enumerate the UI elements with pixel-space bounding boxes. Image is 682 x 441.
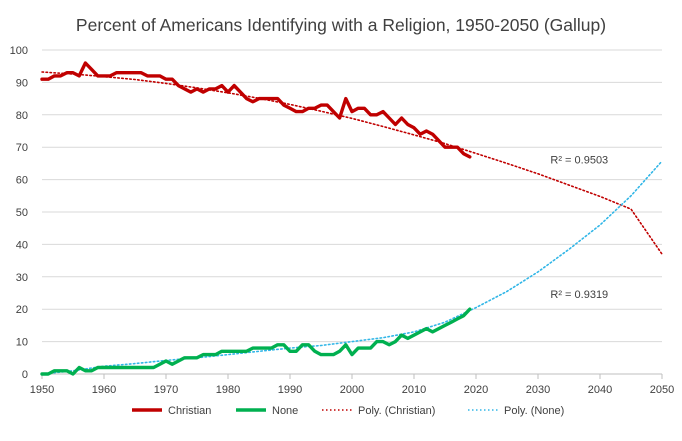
x-tick-label: 1950 (30, 384, 54, 396)
y-tick-label: 50 (16, 207, 28, 219)
y-tick-label: 10 (16, 337, 28, 349)
annotations: R² = 0.9503 R² = 0.9319 (550, 154, 608, 300)
x-tick-label: 1990 (278, 384, 302, 396)
legend-label: Poly. (None) (504, 405, 564, 417)
series-line-poly-christian (41, 71, 663, 255)
series-layer (40, 61, 663, 376)
x-tick-label: 1980 (216, 384, 240, 396)
y-tick-label: 100 (10, 45, 28, 57)
y-tick-label: 60 (16, 175, 28, 187)
legend-label: Christian (168, 405, 211, 417)
series-line-christian (40, 61, 472, 159)
r-squared-label: R² = 0.9319 (550, 289, 608, 301)
x-tick-label: 1960 (92, 384, 116, 396)
chart-title: Percent of Americans Identifying with a … (76, 15, 606, 35)
gridlines (42, 49, 662, 343)
x-tick-label: 1970 (154, 384, 178, 396)
legend-item: Poly. (None) (468, 405, 564, 417)
x-tick-label: 2040 (588, 384, 612, 396)
legend-label: Poly. (Christian) (358, 405, 435, 417)
legend-item: None (236, 405, 298, 417)
series-line-none (40, 307, 472, 376)
series-line-poly-none (41, 160, 663, 375)
x-tick-label: 2010 (402, 384, 426, 396)
y-tick-label: 20 (16, 304, 28, 316)
y-tick-label: 90 (16, 77, 28, 89)
x-tick-label: 2020 (464, 384, 488, 396)
y-tick-label: 70 (16, 142, 28, 154)
r-squared-label: R² = 0.9503 (550, 154, 608, 166)
legend-item: Poly. (Christian) (322, 405, 435, 417)
y-tick-label: 80 (16, 110, 28, 122)
y-tick-label: 30 (16, 272, 28, 284)
y-tick-label: 40 (16, 239, 28, 251)
x-tick-label: 2000 (340, 384, 364, 396)
legend: Christian None Poly. (Christian) Poly. (Non… (132, 405, 564, 417)
legend-label: None (272, 405, 298, 417)
legend-item: Christian (132, 405, 211, 417)
x-tick-label: 2030 (526, 384, 550, 396)
x-tick-label: 2050 (650, 384, 674, 396)
y-tick-label: 0 (22, 369, 28, 381)
